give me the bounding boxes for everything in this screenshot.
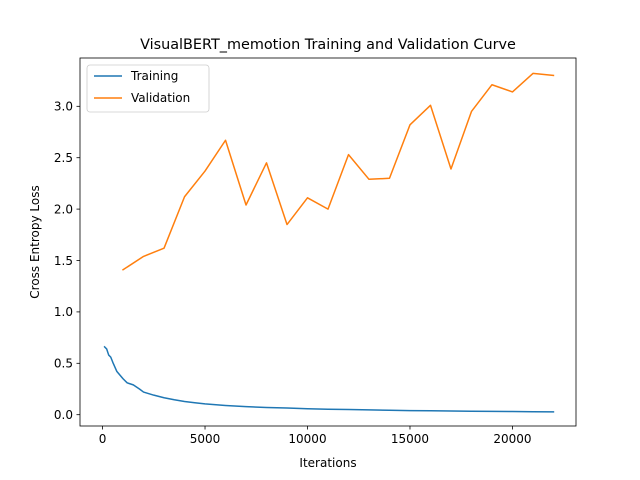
x-tick-label: 20000 (493, 432, 531, 446)
legend-label-training: Training (130, 69, 178, 83)
series-line-training (103, 345, 555, 413)
legend-label-validation: Validation (131, 91, 190, 105)
series-line-validation (122, 72, 555, 271)
x-tick-label: 15000 (391, 432, 429, 446)
x-axis-label: Iterations (299, 456, 356, 470)
chart-title: VisualBERT_memotion Training and Validat… (140, 37, 516, 53)
x-tick-label: 0 (99, 432, 107, 446)
y-tick-label: 1.0 (54, 305, 73, 319)
y-axis-label: Cross Entropy Loss (28, 185, 42, 298)
y-tick-label: 0.5 (54, 357, 73, 371)
y-tick-label: 0.0 (54, 408, 73, 422)
legend: Training Validation (86, 64, 210, 113)
y-tick-label: 2.0 (54, 202, 73, 216)
x-tick-label: 5000 (190, 432, 221, 446)
y-axis: 0.0 0.5 1.0 1.5 2.0 2.5 3.0 (54, 100, 80, 422)
axes-frame (79, 57, 577, 427)
y-tick-label: 1.5 (54, 254, 73, 268)
x-tick-label: 10000 (288, 432, 326, 446)
y-tick-label: 2.5 (54, 151, 73, 165)
x-axis: 0 5000 10000 15000 20000 (99, 426, 532, 446)
plot-area (103, 72, 555, 413)
y-tick-label: 3.0 (54, 100, 73, 114)
